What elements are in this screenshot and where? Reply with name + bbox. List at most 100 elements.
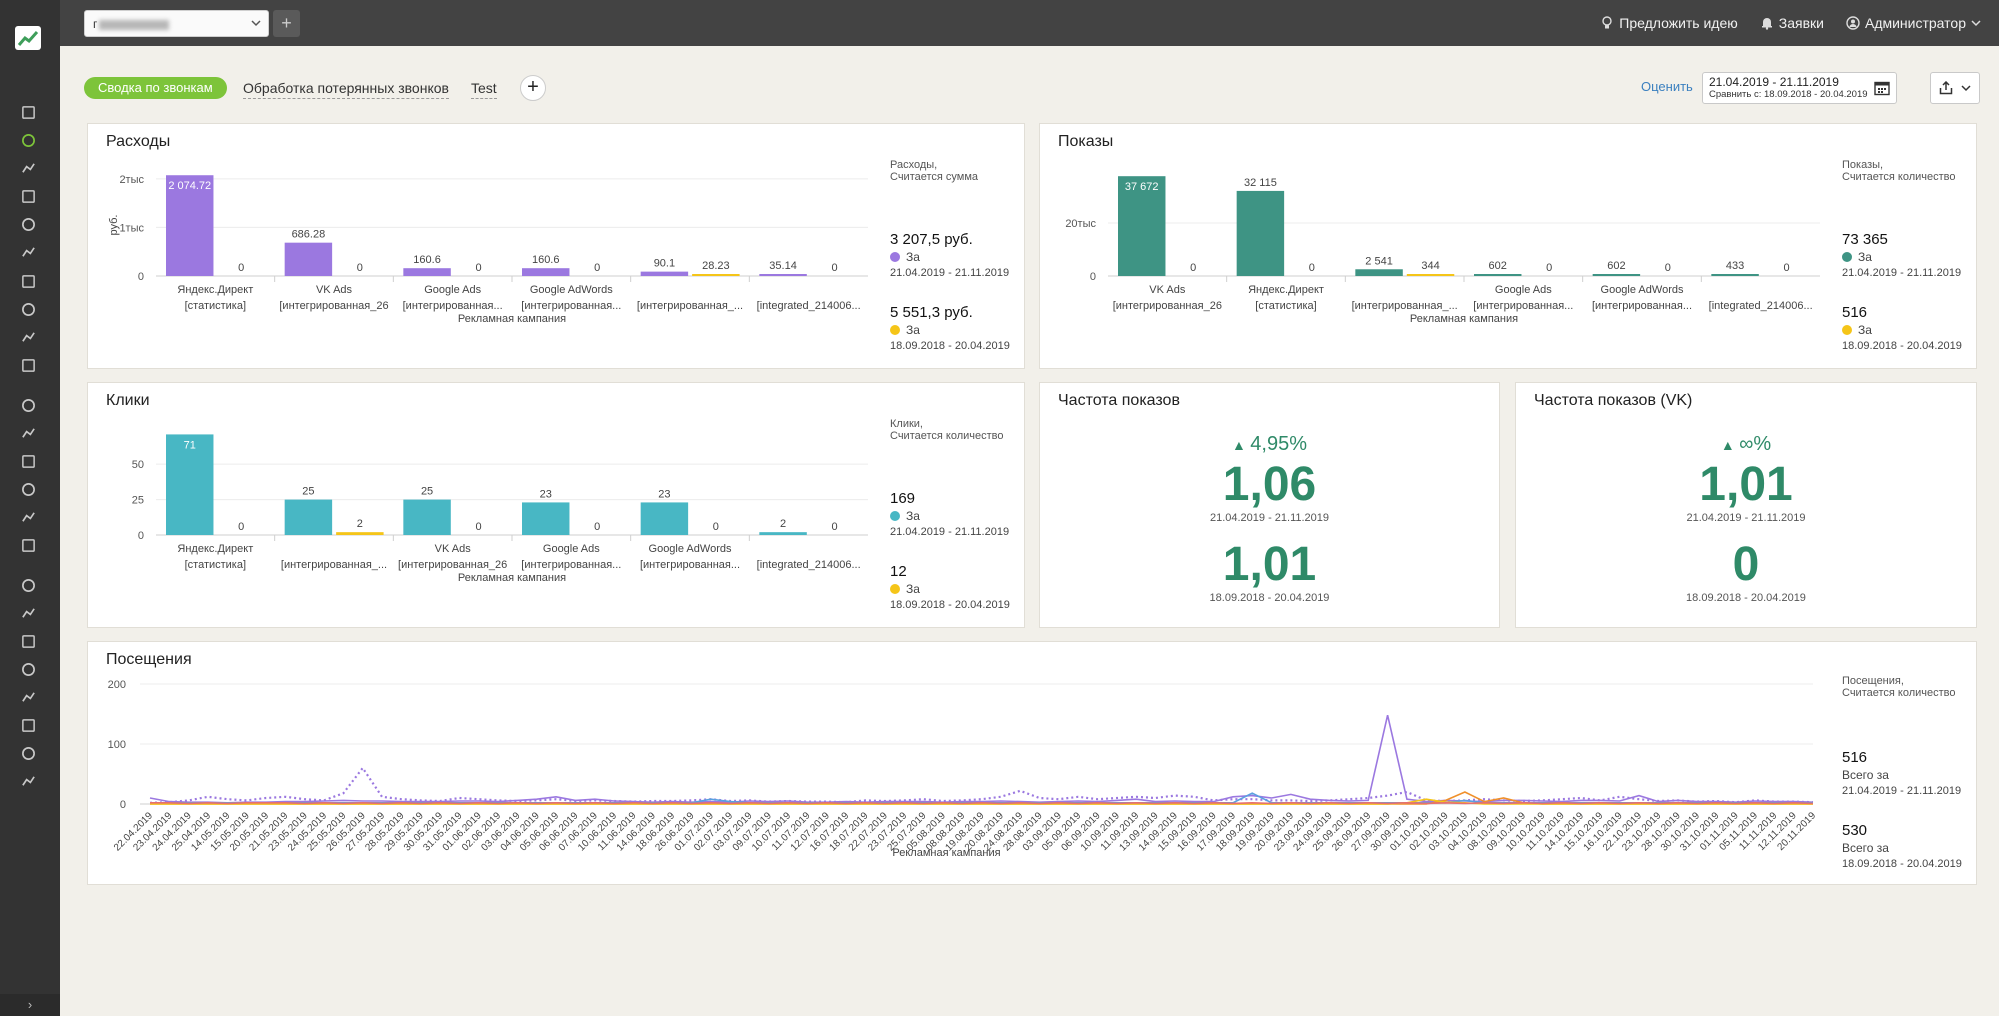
legend-dot [890,511,900,521]
legend-title: Показы, [1842,159,1884,171]
bar-value-label: 71 [184,439,196,451]
route-icon[interactable] [19,688,37,706]
summary-value: 530 [1842,822,1868,839]
bar-value-label: 0 [475,521,481,533]
headset-icon[interactable] [19,396,37,414]
pulse-icon[interactable] [19,328,37,346]
series-line [149,715,1814,804]
category-label: [интегрированная... [640,559,740,571]
flag-icon[interactable] [19,452,37,470]
summary-value: 12 [890,563,907,580]
bar-value-label: 25 [302,486,314,498]
kpi-previous-range: 18.09.2018 - 20.04.2019 [1209,592,1330,604]
block-icon[interactable] [19,716,37,734]
clock-icon[interactable] [19,660,37,678]
visits-chart: 010020022.04.201923.04.201924.04.201925.… [108,679,1819,859]
legend-title: Посещения, [1842,675,1904,687]
series-line [150,801,1814,805]
add-tab-button[interactable]: + [520,75,546,101]
document-icon[interactable] [19,215,37,233]
export-button[interactable] [1930,72,1980,104]
bar [759,274,807,276]
sidebar-expand-button[interactable]: › [0,994,60,1016]
chart-legend: Посещения, Считается количество [1842,675,1956,699]
refresh-icon[interactable] [19,424,37,442]
tab-test[interactable]: Test [471,77,497,99]
category-label: [integrated_214006... [757,300,861,312]
chat-icon[interactable] [19,508,37,526]
bar-value-label: 32 115 [1244,177,1277,189]
summary-label: За [1858,250,1872,264]
calendar-icon[interactable] [19,356,37,374]
info-icon[interactable] [19,103,37,121]
requests-label: Заявки [1778,15,1824,31]
tab-calls-summary[interactable]: Сводка по звонкам [84,77,227,99]
pie-chart-icon[interactable] [19,131,37,149]
bar-value-label: 2 541 [1365,255,1393,267]
category-label: [интегрированная... [521,300,621,312]
kpi-current-value: 1,01 [1699,458,1793,511]
chart-icon[interactable] [19,187,37,205]
rate-link[interactable]: Оценить [1641,79,1693,94]
date-range-main: 21.04.2019 - 21.11.2019 [1709,75,1839,89]
image-icon[interactable] [19,632,37,650]
chart-legend: Показы, Считается количество [1842,159,1956,183]
category-label: [интегрированная... [521,559,621,571]
project-select[interactable]: г [84,10,269,37]
download-icon[interactable] [19,536,37,554]
legend-title: Расходы, [890,159,938,171]
summary-range: 21.04.2019 - 21.11.2019 [1842,785,1962,797]
bar-value-label: 2 [780,518,786,530]
admin-menu[interactable]: Администратор [1846,15,1981,31]
layers-icon[interactable] [19,300,37,318]
calendar-2-icon[interactable] [19,772,37,790]
chevron-down-icon [251,20,261,27]
summary-value: 5 551,3 руб. [890,304,973,321]
summary-previous: 5 551,3 руб. За 18.09.2018 - 20.04.2019 [890,304,1010,352]
bar [166,434,214,535]
requests-link[interactable]: Заявки [1760,15,1824,31]
project-select-value: г [93,17,98,31]
category-label: [статистика] [185,300,246,312]
kpi-delta: ▲ 4,95% [1040,433,1499,456]
impressions-widget: Показы 0 20тыс 37 672 32 115 2 541 602 602 433 0… [1039,123,1977,369]
tab-lost-calls[interactable]: Обработка потерянных звонков [243,77,449,99]
bar [1711,274,1759,276]
bar [1236,190,1285,276]
fingerprint-icon[interactable] [19,480,37,498]
kpi-delta-value: ∞% [1739,433,1772,455]
summary-value: 169 [890,490,916,507]
bar [692,274,740,276]
bar-value-label: 0 [238,262,244,274]
bar-value-label: 0 [594,262,600,274]
bar-value-label: 0 [1665,262,1671,274]
bar [403,499,451,535]
category-label: [интегрированная... [403,300,503,312]
network-icon[interactable] [19,272,37,290]
bar [336,532,384,535]
category-label: Google AdWords [530,284,613,296]
widget-title: Посещения [106,651,192,668]
logo[interactable] [15,26,41,50]
visits-widget: Посещения 0 100 200 22.04.2019 23.04.2019 24.… [87,641,1977,885]
legend-dot [890,252,900,262]
summary-current: 3 207,5 руб. За 21.04.2019 - 21.11.2019 [890,231,1009,279]
add-project-button[interactable]: + [273,10,300,37]
date-range-picker[interactable]: 21.04.2019 - 21.11.2019 Сравнить с: 18.0… [1702,72,1897,104]
bar-value-label: 433 [1726,260,1744,272]
summary-range: 21.04.2019 - 21.11.2019 [890,526,1010,538]
table-icon[interactable] [19,576,37,594]
category-label: Google AdWords [649,543,732,555]
users-icon[interactable] [19,604,37,622]
bar-value-label: 0 [831,262,837,274]
suggest-idea-link[interactable]: Предложить идею [1600,15,1738,31]
bell-icon[interactable] [19,744,37,762]
cart-icon[interactable] [19,243,37,261]
filter-icon[interactable] [19,159,37,177]
lightbulb-icon [1602,16,1612,29]
summary-range: 18.09.2018 - 20.04.2019 [890,340,1010,352]
frequency-widget: Частота показов ▲ 4,95% 1,06 21.04.2019 … [1039,382,1500,628]
bar [759,532,807,535]
kpi-previous-value: 1,01 [1222,538,1317,591]
category-label: [интегрированная_... [637,300,743,312]
